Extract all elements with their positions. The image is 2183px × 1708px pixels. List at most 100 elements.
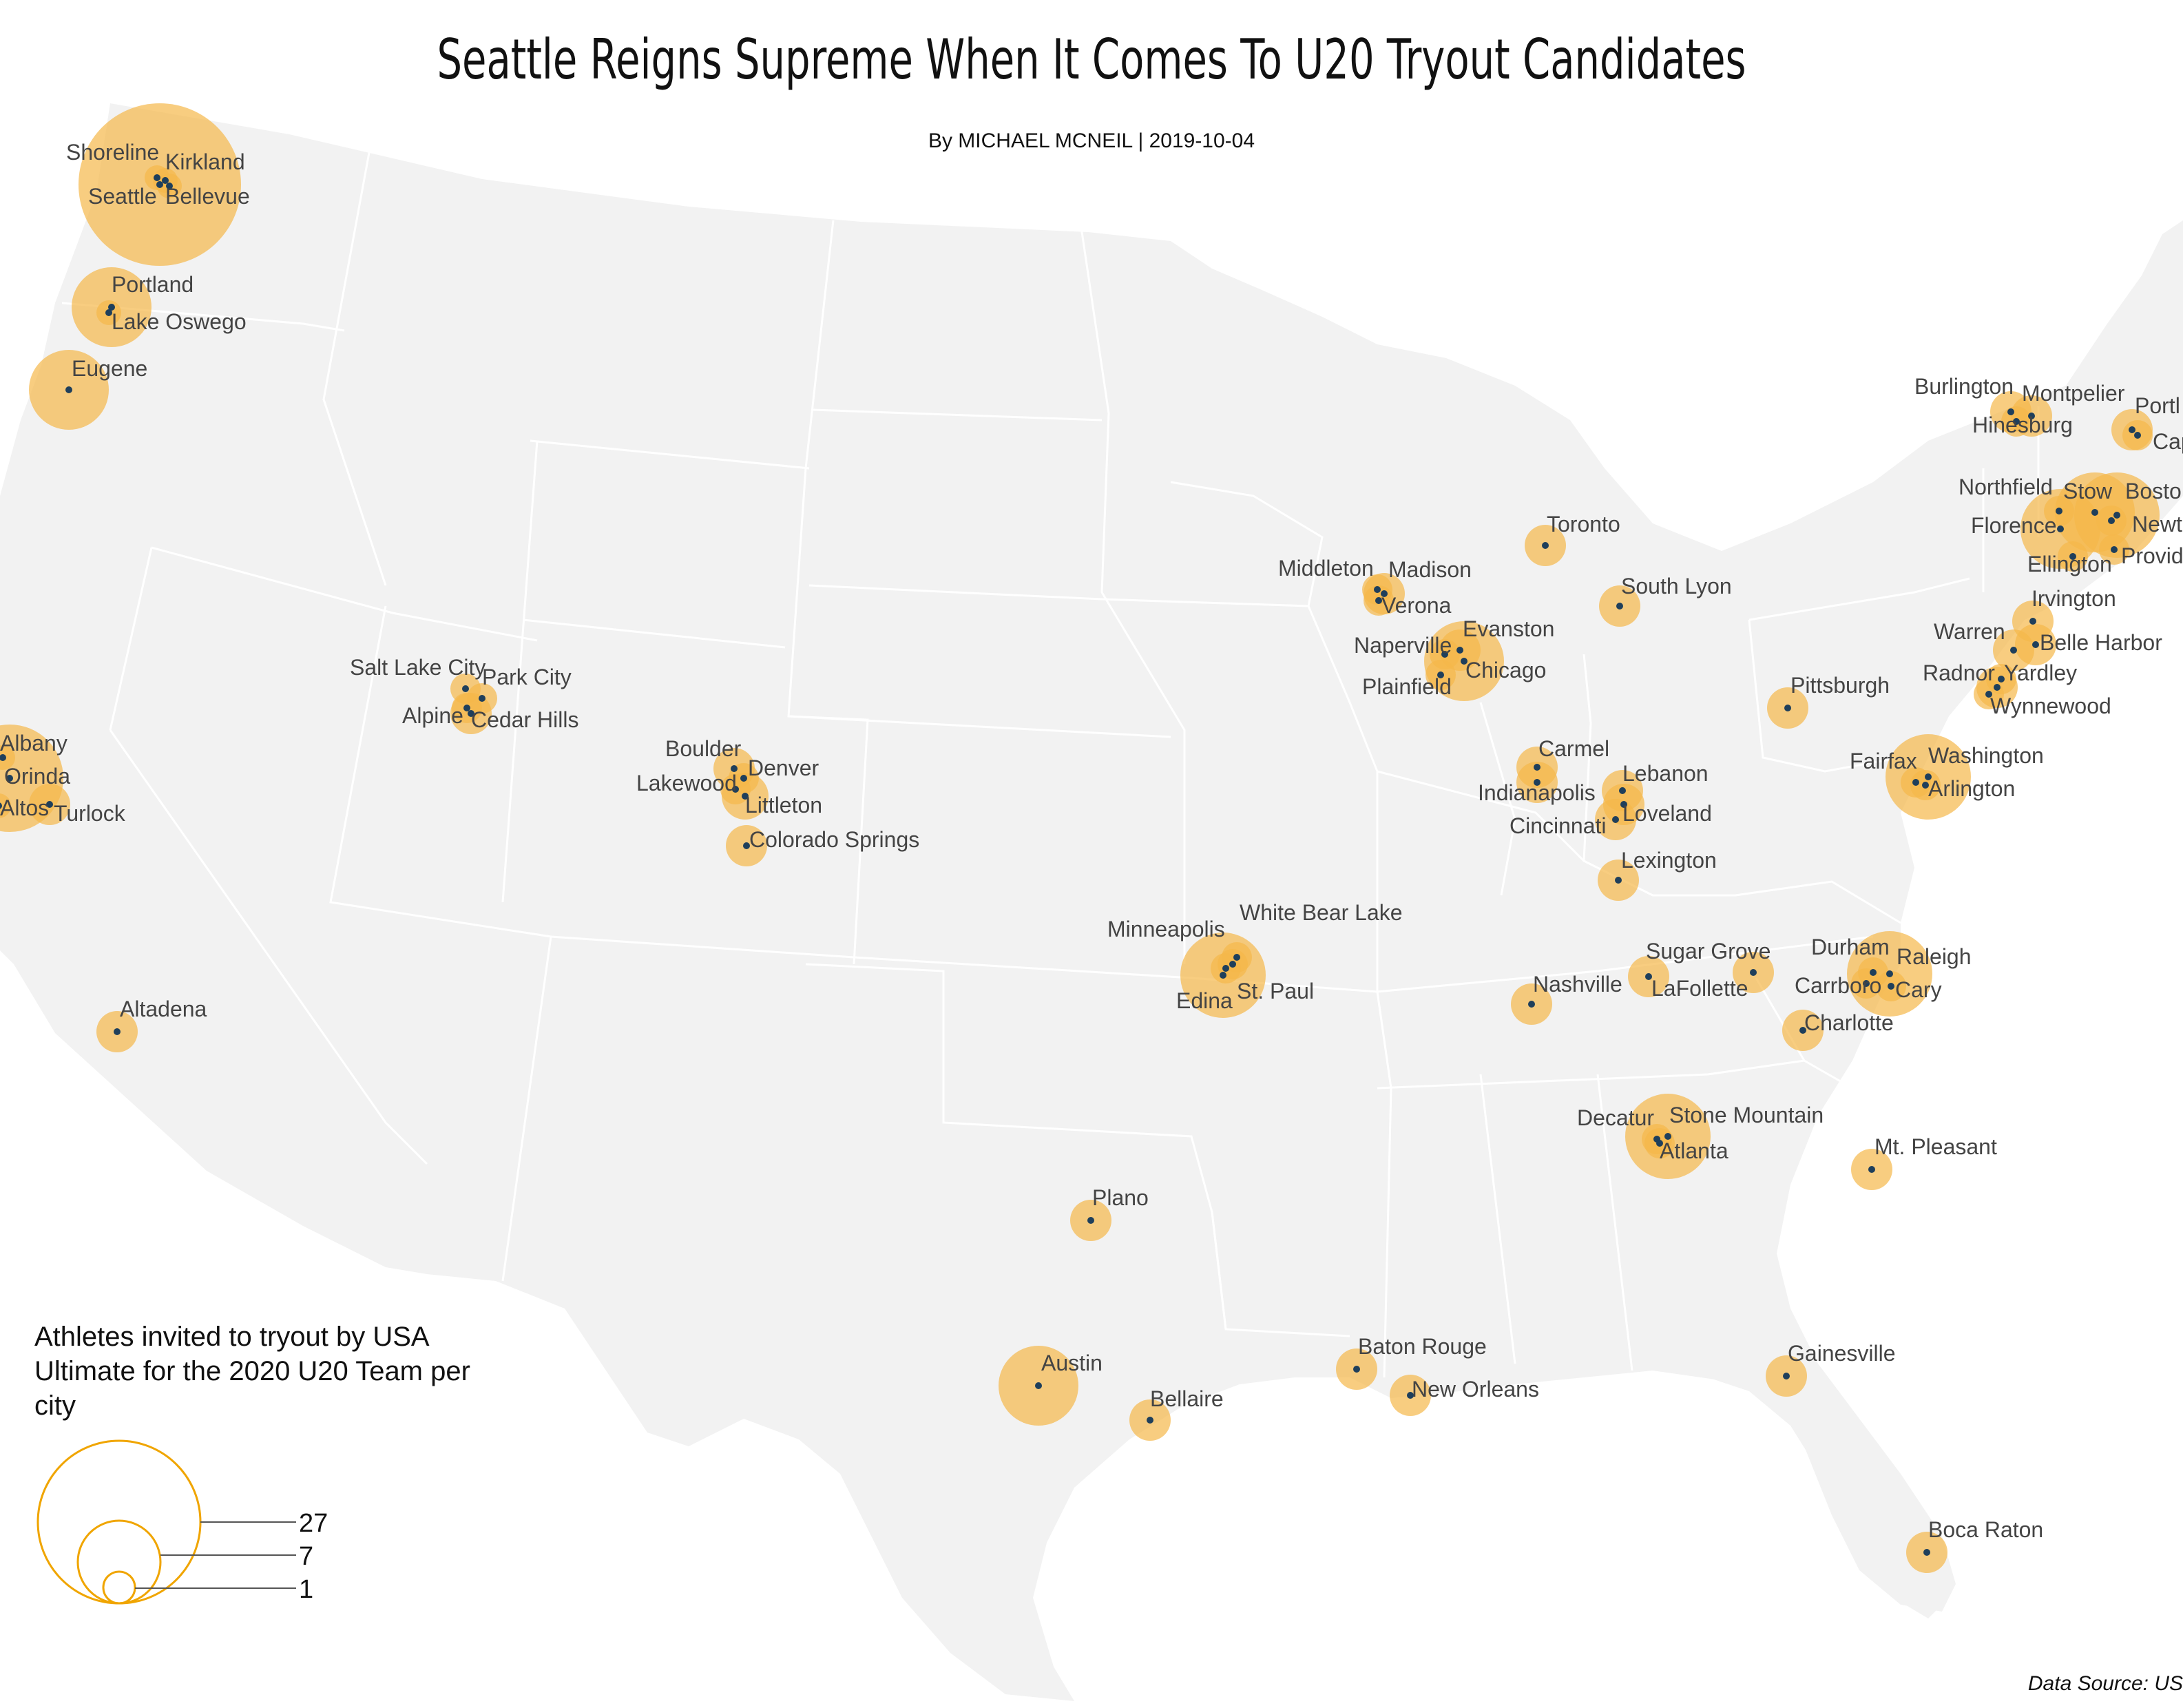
label-burlington: Burlington	[1914, 374, 2014, 399]
label-atlanta: Atlanta	[1660, 1138, 1728, 1163]
legend-value-27: 27	[299, 1509, 328, 1538]
dot-madison	[1381, 590, 1388, 597]
label-seattle: Seattle	[88, 184, 157, 209]
label-salt-lake-city: Salt Lake City	[350, 655, 485, 680]
label-florence: Florence	[1971, 513, 2057, 538]
label-lake-oswego: Lake Oswego	[112, 309, 247, 334]
dot-montpelier	[2028, 413, 2035, 419]
label-bellevue: Bellevue	[165, 184, 250, 209]
dot-gainesville	[1783, 1373, 1790, 1379]
label-middleton: Middleton	[1278, 556, 1374, 581]
label-stone-mountain: Stone Mountain	[1669, 1103, 1824, 1127]
label-baton-rouge: Baton Rouge	[1358, 1334, 1487, 1359]
dot-bellevue	[166, 183, 173, 189]
label-irvington: Irvington	[2031, 586, 2116, 611]
dot-stow	[2091, 509, 2098, 516]
label-portl: Portl	[2135, 393, 2180, 418]
label-toronto: Toronto	[1547, 512, 1620, 537]
label-pittsburgh: Pittsburgh	[1790, 673, 1890, 698]
label-south-lyon: South Lyon	[1621, 574, 1732, 598]
dot-carrboro	[1863, 980, 1870, 987]
dot-turlock	[46, 801, 53, 808]
dot-lexington	[1615, 877, 1622, 884]
label-provid: Provid	[2121, 543, 2183, 568]
dot-baton-rouge	[1353, 1366, 1360, 1373]
legend-value-1: 1	[299, 1575, 313, 1604]
dot-arlington	[1922, 782, 1929, 789]
dot-lakewood	[732, 786, 739, 793]
label-belle-harbor: Belle Harbor	[2040, 630, 2162, 655]
dot-burlington	[2007, 408, 2014, 415]
label-gainesville: Gainesville	[1788, 1341, 1896, 1366]
label-cincinnati: Cincinnati	[1510, 813, 1607, 838]
label-bellaire: Bellaire	[1150, 1386, 1224, 1411]
label-montpelier: Montpelier	[2022, 381, 2125, 406]
label-indianapolis: Indianapolis	[1478, 780, 1596, 805]
legend-title: Athletes invited to tryout by USA Ultima…	[34, 1322, 470, 1421]
dot-lake-oswego	[105, 309, 112, 316]
label-white-bear-lake: White Bear Lake	[1240, 900, 1403, 925]
dot-boca-raton	[1923, 1549, 1930, 1556]
dot-cape	[2134, 432, 2141, 439]
label-alpine: Alpine	[402, 703, 463, 728]
legend-value-7: 7	[299, 1542, 313, 1571]
label-verona: Verona	[1381, 593, 1452, 618]
dot-south-lyon	[1616, 603, 1623, 610]
label-lafollette: LaFollette	[1651, 976, 1748, 1001]
dot-florence	[2057, 525, 2064, 532]
dot-cary	[1888, 983, 1894, 990]
dot-wynnewood	[1985, 691, 1992, 698]
dot-atlanta	[1656, 1140, 1663, 1147]
dot-albany	[0, 754, 6, 761]
dot-plano	[1087, 1217, 1094, 1224]
legend-circle-1	[102, 1570, 136, 1605]
dot-washington	[1925, 773, 1932, 780]
label-albany: Albany	[0, 731, 67, 756]
dot-white-bear-lake	[1233, 954, 1240, 961]
chart-title: Seattle Reigns Supreme When It Comes To …	[437, 28, 1746, 92]
dot-naperville	[1441, 651, 1448, 658]
dot-loveland	[1620, 801, 1627, 808]
label-plano: Plano	[1092, 1185, 1149, 1210]
label-cedar-hills: Cedar Hills	[471, 707, 578, 732]
label-bostor: Bostor	[2125, 479, 2183, 503]
label-northfield: Northfield	[1959, 475, 2053, 499]
label-hinesburg: Hinesburg	[1972, 413, 2073, 437]
label-washington: Washington	[1928, 743, 2044, 768]
label-raleigh: Raleigh	[1897, 944, 1972, 969]
label-nashville: Nashville	[1533, 972, 1622, 997]
dot-mt-pleasant	[1868, 1166, 1875, 1173]
legend-circle-27	[36, 1439, 202, 1605]
label-carrboro: Carrboro	[1795, 973, 1881, 998]
byline: By MICHAEL MCNEIL | 2019-10-04	[928, 129, 1255, 152]
dot-carmel	[1534, 764, 1540, 771]
dot-verona	[1375, 597, 1382, 604]
dot-irvington	[2029, 618, 2036, 625]
dot-portland	[108, 304, 115, 311]
dot-indianapolis	[1534, 779, 1540, 786]
state-borders	[61, 137, 2040, 1378]
label-newto: Newto	[2132, 512, 2183, 537]
label-naperville: Naperville	[1354, 633, 1452, 658]
dot-minneapolis	[1222, 965, 1229, 972]
label-new-orleans: New Orleans	[1412, 1377, 1539, 1402]
dot-ellington	[2069, 553, 2076, 560]
label-mt-pleasant: Mt. Pleasant	[1874, 1134, 1997, 1159]
legend-circle-7	[76, 1519, 162, 1605]
dot-chicago	[1461, 658, 1467, 665]
label-st-paul: St. Paul	[1237, 979, 1314, 1003]
dot-evanston	[1456, 647, 1463, 654]
label-wynnewood: Wynnewood	[1990, 694, 2111, 718]
dot-altos	[0, 802, 2, 809]
label-sugar-grove: Sugar Grove	[1646, 939, 1771, 964]
dot-radnor	[1994, 684, 2001, 691]
dot-yardley	[1998, 676, 2005, 683]
dot-eugene	[65, 386, 72, 393]
dot-orinda	[6, 775, 13, 782]
dot-boulder	[731, 765, 738, 772]
legend-leaders	[135, 1521, 296, 1589]
label-arlington: Arlington	[1928, 776, 2015, 801]
dot-altadena	[114, 1028, 121, 1035]
label-plainfield: Plainfield	[1362, 674, 1452, 699]
